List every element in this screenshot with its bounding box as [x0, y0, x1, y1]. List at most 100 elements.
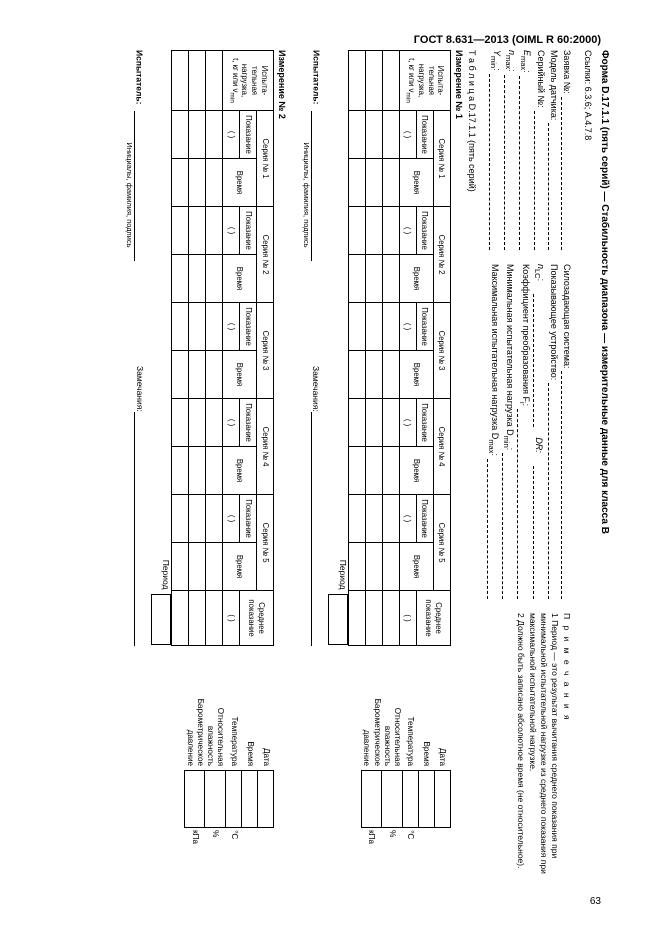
blank-line[interactable]: [504, 75, 514, 250]
cell[interactable]: [348, 255, 365, 303]
cell[interactable]: [171, 207, 188, 255]
cell[interactable]: [188, 495, 205, 543]
blank-line[interactable]: [548, 383, 558, 599]
cell[interactable]: [348, 351, 365, 399]
cell[interactable]: [205, 495, 222, 543]
env-box[interactable]: [418, 771, 434, 828]
cell[interactable]: [171, 543, 188, 591]
cell[interactable]: [171, 495, 188, 543]
cell[interactable]: [205, 111, 222, 159]
cell[interactable]: [382, 159, 399, 207]
cell[interactable]: [365, 495, 382, 543]
remarks-line[interactable]: [134, 412, 145, 646]
cell[interactable]: [348, 51, 365, 111]
cell[interactable]: [205, 447, 222, 495]
cell[interactable]: [205, 303, 222, 351]
cell[interactable]: [171, 255, 188, 303]
cell[interactable]: [188, 111, 205, 159]
cell[interactable]: [171, 351, 188, 399]
cell[interactable]: [382, 447, 399, 495]
cell[interactable]: [171, 591, 188, 646]
cell[interactable]: [348, 399, 365, 447]
cell[interactable]: [205, 351, 222, 399]
period-box[interactable]: [151, 594, 171, 646]
cell[interactable]: [365, 207, 382, 255]
blank-line[interactable]: [548, 123, 558, 250]
cell[interactable]: [348, 111, 365, 159]
cell[interactable]: [205, 207, 222, 255]
cell[interactable]: [205, 591, 222, 646]
cell[interactable]: [205, 255, 222, 303]
env-box[interactable]: [361, 771, 382, 828]
cell[interactable]: [348, 543, 365, 591]
cell[interactable]: [348, 447, 365, 495]
cell[interactable]: [365, 447, 382, 495]
blank-line[interactable]: [487, 459, 497, 599]
cell[interactable]: [188, 591, 205, 646]
cell[interactable]: [188, 255, 205, 303]
cell[interactable]: [348, 591, 365, 646]
cell[interactable]: [348, 303, 365, 351]
cell[interactable]: [171, 447, 188, 495]
cell[interactable]: [365, 255, 382, 303]
cell[interactable]: [365, 303, 382, 351]
cell[interactable]: [365, 111, 382, 159]
cell[interactable]: [171, 159, 188, 207]
cell[interactable]: [382, 51, 399, 111]
cell[interactable]: [382, 351, 399, 399]
cell[interactable]: [382, 303, 399, 351]
remarks-line[interactable]: [311, 412, 322, 646]
cell[interactable]: [171, 51, 188, 111]
env-box[interactable]: [382, 771, 403, 828]
cell[interactable]: [382, 543, 399, 591]
cell[interactable]: [365, 591, 382, 646]
cell[interactable]: [382, 399, 399, 447]
cell[interactable]: [205, 51, 222, 111]
env-box[interactable]: [241, 771, 257, 828]
cell[interactable]: [365, 351, 382, 399]
cell[interactable]: [205, 159, 222, 207]
cell[interactable]: [188, 303, 205, 351]
cell[interactable]: [365, 399, 382, 447]
cell[interactable]: [348, 495, 365, 543]
env-box[interactable]: [184, 771, 205, 828]
cell[interactable]: [382, 207, 399, 255]
blank-line[interactable]: [502, 453, 512, 599]
env-box[interactable]: [205, 771, 226, 828]
cell[interactable]: [348, 159, 365, 207]
blank-line[interactable]: [519, 76, 529, 250]
cell[interactable]: [365, 159, 382, 207]
cell[interactable]: [382, 111, 399, 159]
blank-line[interactable]: [561, 97, 571, 250]
env-box[interactable]: [225, 771, 241, 828]
cell[interactable]: [171, 303, 188, 351]
blank-line[interactable]: [561, 371, 571, 599]
blank-line[interactable]: [517, 409, 527, 599]
sign-line[interactable]: [311, 111, 322, 261]
cell[interactable]: [171, 399, 188, 447]
cell[interactable]: [382, 591, 399, 646]
cell[interactable]: [348, 207, 365, 255]
env-box[interactable]: [434, 771, 450, 828]
cell[interactable]: [188, 51, 205, 111]
blank-line[interactable]: [533, 466, 543, 599]
cell[interactable]: [188, 447, 205, 495]
cell[interactable]: [188, 351, 205, 399]
env-box[interactable]: [402, 771, 418, 828]
cell[interactable]: [188, 159, 205, 207]
env-box[interactable]: [257, 771, 273, 828]
blank-line[interactable]: [535, 111, 545, 250]
cell[interactable]: [188, 543, 205, 591]
sign-line[interactable]: [134, 111, 145, 261]
blank-line[interactable]: [533, 294, 543, 427]
cell[interactable]: [205, 399, 222, 447]
period-box[interactable]: [328, 594, 348, 646]
cell[interactable]: [365, 543, 382, 591]
cell[interactable]: [188, 399, 205, 447]
blank-line[interactable]: [489, 74, 499, 250]
cell[interactable]: [205, 543, 222, 591]
cell[interactable]: [171, 111, 188, 159]
cell[interactable]: [188, 207, 205, 255]
cell[interactable]: [382, 255, 399, 303]
cell[interactable]: [365, 51, 382, 111]
